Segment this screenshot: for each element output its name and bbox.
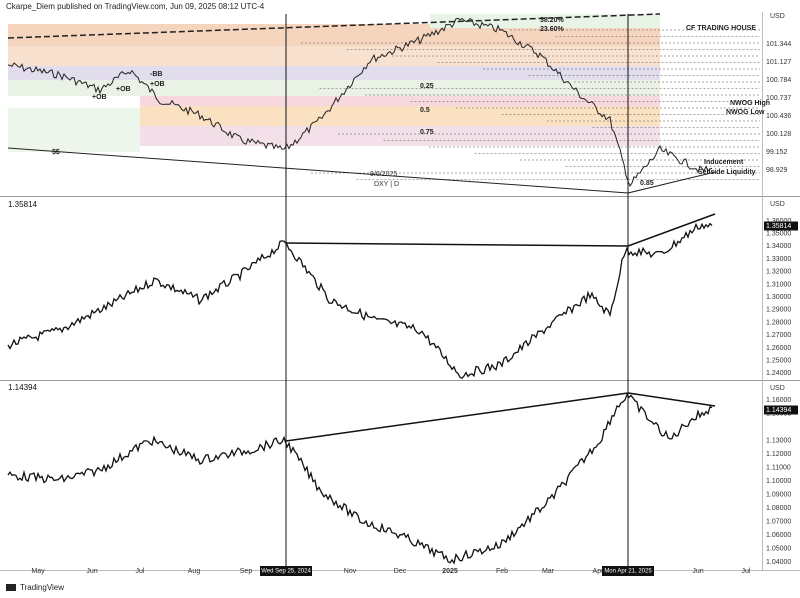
annotation: +OB	[92, 94, 107, 101]
time-label: May	[31, 568, 45, 575]
scale-label: 1.25000	[766, 358, 791, 365]
scale-label: 101.127	[766, 59, 791, 66]
level-lines	[301, 29, 760, 180]
price-line	[7, 17, 713, 187]
last-price: 1.14394	[8, 383, 37, 392]
time-label: Wed Sep 25, 2024	[261, 569, 311, 575]
pane-date: 9/6/2025	[370, 171, 397, 178]
trend-line	[627, 213, 716, 247]
scale-label: 1.32000	[766, 269, 791, 276]
scale-label: 1.31000	[766, 281, 791, 288]
scale-label: 1.05000	[766, 545, 791, 552]
time-label: Aug	[188, 568, 201, 575]
scale-label: 1.07000	[766, 518, 791, 525]
last-price-tag: 1.14394	[766, 407, 791, 414]
scale-label: 1.16000	[766, 397, 791, 404]
annotation: -BB	[150, 71, 162, 78]
annotation: CF TRADING HOUSE	[686, 25, 756, 32]
annotation: NWOG High	[730, 100, 770, 107]
trend-line	[627, 171, 716, 194]
time-label: Jul	[742, 568, 751, 575]
scale-label: 1.09000	[766, 491, 791, 498]
annotation: 0.85	[640, 180, 654, 187]
publisher: Ckarpe_Diem published on TradingView.com…	[6, 2, 265, 11]
last-price-box	[764, 405, 798, 415]
scale-label: 1.35000	[766, 231, 791, 238]
scale-label: 100.784	[766, 77, 791, 84]
time-label: Mar	[542, 568, 555, 575]
last-price-box	[764, 221, 798, 231]
content: CF TRADING HOUSE 38.20% 23.60% 0.25 0.5 0.75 $…	[6, 13, 798, 592]
scale-label: 1.08000	[766, 505, 791, 512]
annotation: 23.60%	[540, 26, 565, 33]
scale-label: 100.128	[766, 131, 791, 138]
scale-label: 1.04000	[766, 559, 791, 566]
time-label: Nov	[344, 568, 357, 575]
time-label: 2025	[442, 568, 458, 575]
zones	[8, 14, 660, 152]
scale-label: 1.29000	[766, 307, 791, 314]
scale-label: 98.929	[766, 167, 788, 174]
logo	[6, 584, 16, 591]
trend-line	[627, 392, 716, 407]
scale-label: 1.06000	[766, 532, 791, 539]
time-label: Apr	[593, 568, 605, 575]
time-label: Jun	[86, 568, 97, 575]
time-label: Jul	[136, 568, 145, 575]
scale-label: 1.26000	[766, 345, 791, 352]
annotation: 38.20%	[540, 17, 565, 24]
trend-line	[7, 147, 629, 194]
annotation: 0.25	[420, 83, 434, 90]
brand: TradingView	[20, 583, 64, 592]
scale-label: 1.28000	[766, 319, 791, 326]
scale-label: 1.34000	[766, 243, 791, 250]
scale-label: 1.13000	[766, 437, 791, 444]
dashed-trend	[7, 13, 661, 39]
scale-label: 1.30000	[766, 294, 791, 301]
price-line	[7, 393, 713, 565]
time-marker-box	[602, 566, 654, 576]
time-label: Dec	[394, 568, 407, 575]
scale-label: 1.12000	[766, 451, 791, 458]
last-price: 1.35814	[8, 200, 37, 209]
time-label: Feb	[496, 568, 508, 575]
scale-label: 99.152	[766, 149, 788, 156]
scale-label: 1.36000	[766, 218, 791, 225]
scale-label: 1.27000	[766, 332, 791, 339]
time-label: Jun	[692, 568, 703, 575]
scale-label: 101.344	[766, 41, 791, 48]
scale-label: 1.33000	[766, 256, 791, 263]
scale-label: 100.436	[766, 113, 791, 120]
currency: USD	[770, 13, 785, 20]
currency: USD	[770, 201, 785, 208]
annotation: NWOG Low	[726, 109, 765, 116]
annotation: $$	[52, 149, 60, 156]
last-price-tag: 1.35814	[766, 223, 791, 230]
price-line	[7, 222, 713, 379]
annotation: Sellside Liquidity	[698, 169, 756, 176]
currency: USD	[770, 385, 785, 392]
annotation: +OB	[116, 86, 131, 93]
annotation: +OB	[150, 81, 165, 88]
trend-line	[285, 392, 629, 442]
annotation: 0.5	[420, 107, 430, 114]
time-marker-box	[260, 566, 312, 576]
pane-symbol: DXY | D	[374, 181, 399, 188]
time-label: Mon Apr 21, 2025	[604, 569, 652, 575]
annotation: 0.75	[420, 129, 434, 136]
scale-label: 1.24000	[766, 370, 791, 377]
annotation: Inducement	[704, 159, 744, 166]
scale-label: 100.737	[766, 95, 791, 102]
scale-label: 1.11000	[766, 464, 791, 471]
scale-label: 1.10000	[766, 478, 791, 485]
time-label: Sep	[240, 568, 253, 575]
trend-line	[285, 242, 629, 247]
